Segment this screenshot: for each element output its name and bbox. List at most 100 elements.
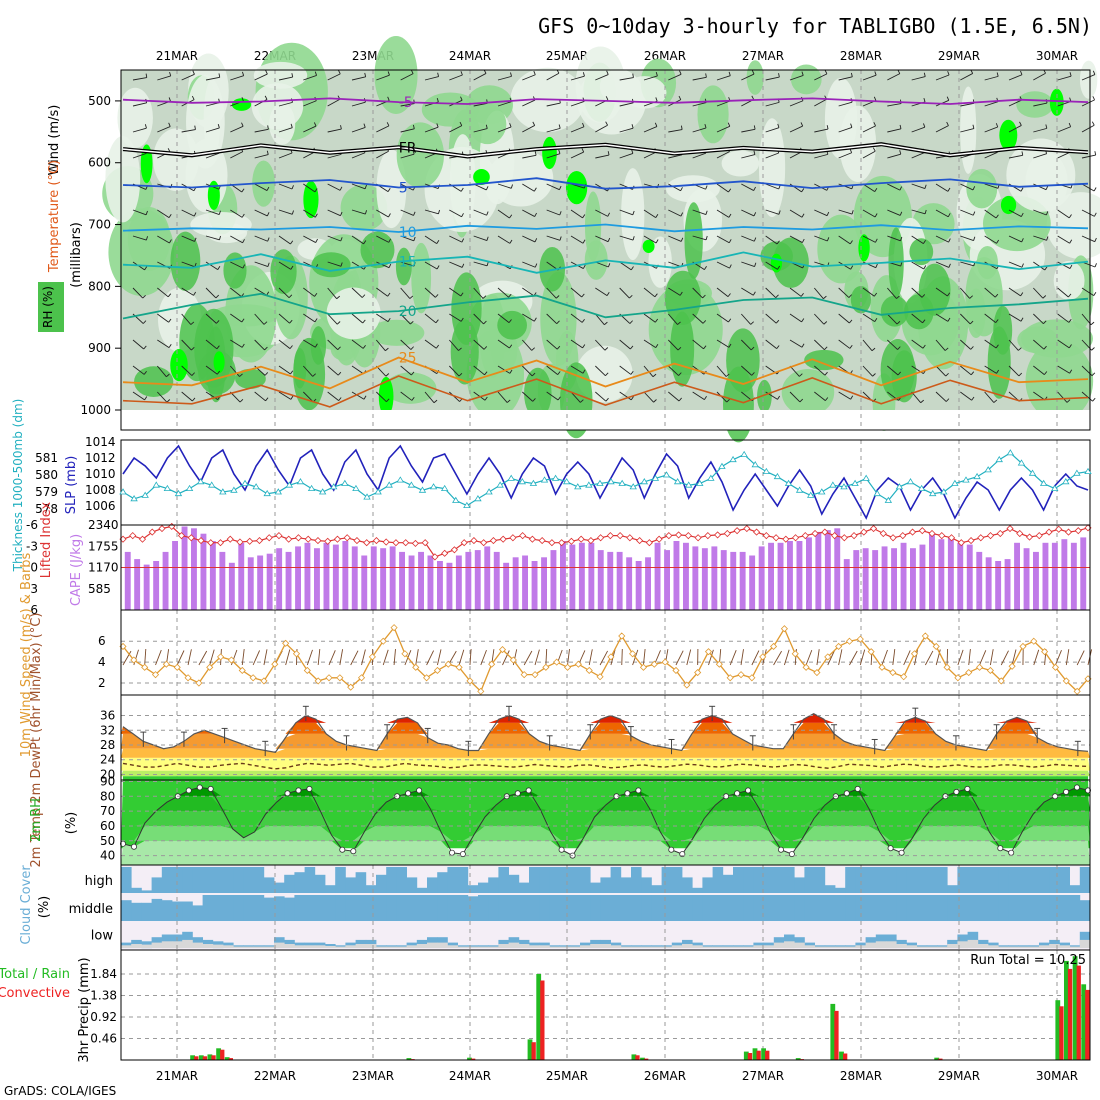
wind10-marker (748, 674, 756, 682)
lifted-index-marker (889, 534, 897, 542)
wind-barb-flag (1066, 399, 1071, 403)
wind10-barb (317, 649, 321, 666)
cloud-low-overlay (1079, 939, 1091, 948)
wind-barb (376, 209, 389, 218)
cape-bar (172, 541, 178, 610)
wind-barb (132, 153, 147, 159)
wind10-barb (827, 650, 835, 666)
wind10-barb (989, 649, 994, 666)
wind-barb (546, 102, 561, 107)
rh2m-marker (734, 790, 741, 797)
wind-barb (522, 74, 536, 81)
wind-barb (157, 209, 170, 219)
wind-barb (1033, 183, 1047, 191)
wind-barb-flag (386, 122, 390, 127)
thickness-marker (1084, 467, 1092, 474)
precip-convective-bar (228, 1058, 233, 1060)
rh-region (1006, 138, 1076, 212)
cape-bar (257, 555, 264, 610)
cloud-low-overlay (549, 946, 560, 948)
wind-barb (595, 261, 609, 268)
rh2m-marker (1052, 793, 1059, 800)
wind10-marker (791, 650, 799, 658)
wind10-barb (729, 650, 737, 666)
rh-region-moist (987, 326, 1011, 399)
wind10-barb (816, 649, 820, 666)
rh-region (697, 85, 729, 144)
wind-barb-flag (409, 295, 414, 299)
cloud-high-bar (875, 867, 887, 893)
wind10-marker (856, 635, 864, 643)
lifted-index-marker (460, 539, 468, 547)
wind-barb (473, 73, 487, 81)
rh-region-moist (726, 328, 760, 393)
lifted-index-marker (655, 535, 663, 543)
thickness-marker (840, 483, 848, 490)
lifted-index-marker (255, 537, 264, 545)
wind-barb (132, 102, 147, 107)
cloud-low-bar (957, 934, 968, 948)
wind-barb-flag (413, 211, 416, 216)
wind-barb-flag (215, 294, 220, 299)
rh-region-moist (757, 379, 772, 413)
cloud-low-bar (131, 939, 142, 948)
wind-barb (132, 287, 144, 299)
wind-barb (522, 209, 535, 217)
wind-barb-flag (166, 373, 170, 378)
wind-barb-flag (826, 211, 830, 216)
rh-region (1016, 91, 1054, 118)
cape-bar (446, 562, 453, 610)
wind-barb-flag (1069, 239, 1073, 244)
wind-barb (789, 125, 803, 133)
thickness-marker (962, 476, 970, 483)
wind-barb (595, 154, 610, 159)
wind-barb (546, 183, 560, 191)
wind-barb (230, 151, 244, 159)
lifted-index-marker (207, 539, 215, 547)
cloud-low-overlay (753, 945, 764, 948)
wind-barb (1057, 365, 1070, 374)
lifted-index-marker (860, 528, 868, 536)
temp2m-axis-label: 2m Temp 2m DewPt (6hr Min/Max) (°C) (29, 613, 44, 868)
wind-barb (741, 73, 755, 81)
wind-barb (692, 313, 704, 324)
wind-barb (741, 209, 755, 217)
wind-barb (643, 126, 658, 133)
rh-region (117, 87, 153, 149)
thickness-marker (795, 486, 804, 493)
wind-barb-flag (678, 372, 682, 376)
lifted-index-marker (246, 537, 254, 545)
cape-bar (181, 526, 188, 610)
rh2m-marker (459, 851, 466, 858)
wind10-marker (943, 663, 951, 671)
rh-region (396, 122, 444, 188)
wind-barb-flag (338, 70, 341, 75)
cloud-low-overlay (529, 945, 540, 948)
wind10-barb (209, 649, 215, 666)
wind10-marker (162, 660, 170, 668)
wind-barb-flag (775, 319, 780, 324)
wind-barb (351, 391, 365, 400)
cloud-middle-bar (916, 895, 928, 921)
precip-tick-label: 1.84 (90, 967, 117, 981)
wind-barb (205, 76, 220, 81)
precip-total-bar (1072, 956, 1078, 1060)
wind-barb-flag (1094, 237, 1097, 242)
cloud-high-bar (141, 890, 152, 893)
cloud-high-bar (335, 867, 346, 893)
isotherm-label: -5 (399, 95, 413, 111)
wind-barb (1008, 287, 1021, 297)
wind10-marker (433, 666, 442, 675)
cape-bar (664, 550, 670, 610)
wind-barb-flag (604, 321, 608, 326)
cloud-low-overlay (274, 942, 285, 948)
wind-barb (789, 235, 803, 243)
cloud-middle-bar (365, 895, 377, 921)
lifted-index-tick-label: 3 (30, 582, 38, 596)
wind10-marker (824, 653, 832, 661)
cloud-high-bar (784, 867, 795, 893)
wind-barb (740, 313, 752, 325)
lifted-index-marker (285, 535, 293, 543)
wind-barb-flag (266, 212, 270, 217)
